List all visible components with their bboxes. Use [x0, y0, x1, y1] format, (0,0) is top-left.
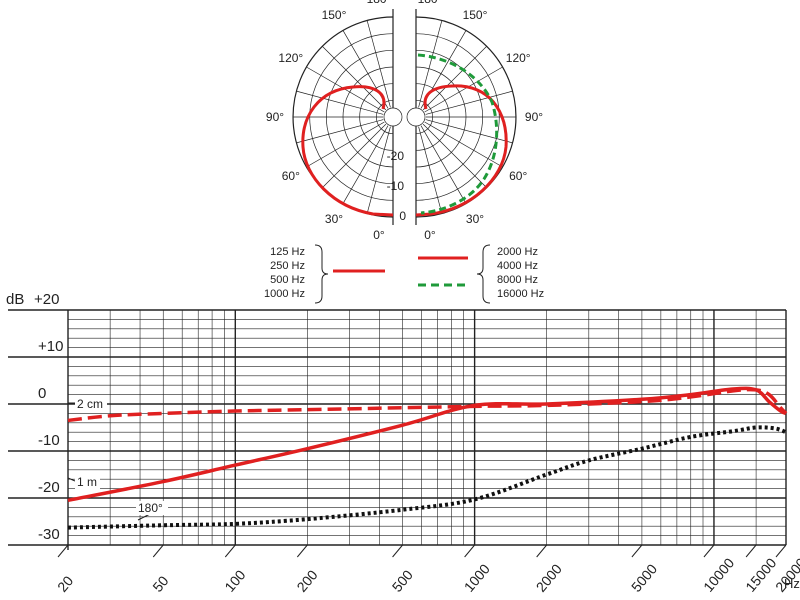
y-axis-unit: dB — [6, 291, 24, 308]
x-tick-label: 15000 — [742, 555, 779, 595]
x-tick-label: 2000 — [533, 561, 565, 595]
x-tick-mark — [296, 544, 308, 558]
x-tick-mark — [536, 544, 548, 558]
polar-angle-label: 60° — [509, 169, 527, 183]
polar-spoke — [422, 46, 487, 111]
legend-freq-500: 500 Hz — [270, 274, 305, 286]
x-tick-mark — [152, 544, 164, 558]
polar-angle-label: 0° — [424, 228, 436, 242]
legend-brace-right — [476, 244, 491, 304]
grid-vertical — [67, 310, 787, 550]
polar-angle-label: 90° — [525, 110, 543, 124]
x-tick-label: 100 — [221, 567, 248, 595]
polar-spoke — [366, 20, 391, 108]
annotation-bg — [136, 501, 168, 515]
polar-angle-label: 180° — [367, 0, 392, 6]
x-tick-mark — [703, 544, 715, 558]
polar-plot-left: 180° 150° 120° 90° 60° 30° 0° — [266, 0, 403, 242]
polar-spoke — [424, 66, 503, 113]
y-tick-label: +10 — [38, 338, 63, 355]
polar-angle-label: 150° — [463, 8, 488, 22]
polar-angle-label: 90° — [266, 110, 284, 124]
polar-spoke — [425, 119, 513, 144]
x-tick-label: 20 — [54, 573, 76, 595]
annotation-label: 2 cm — [77, 397, 103, 411]
polar-center — [383, 107, 403, 127]
x-tick-label: 10000 — [700, 555, 737, 595]
polar-spoke — [322, 46, 387, 111]
x-tick-label: 200 — [293, 567, 320, 595]
polar-spoke — [342, 125, 389, 204]
polar-spoke — [322, 123, 387, 188]
polar-spoke — [418, 126, 443, 214]
legend-freq-250: 250 Hz — [270, 260, 305, 272]
polar-radial-label: 0 — [399, 209, 406, 223]
polar-spoke — [420, 125, 467, 204]
polar-radial-label: -20 — [387, 149, 405, 163]
x-tick-label: 500 — [389, 567, 416, 595]
polar-angle-label: 0° — [373, 228, 385, 242]
x-tick-mark — [224, 544, 236, 558]
annotations: 2 cm 1 m 180° — [67, 397, 168, 521]
x-tick-label: 1000 — [461, 561, 493, 595]
legend-brace-left — [314, 244, 329, 304]
polar-angle-label: 30° — [466, 212, 484, 226]
annotation-bg — [75, 475, 100, 489]
annotation-label: 1 m — [77, 475, 97, 489]
y-tick-label: +20 — [34, 291, 59, 308]
legend-freq-125: 125 Hz — [270, 246, 305, 258]
x-tick-mark — [57, 544, 69, 558]
x-tick-mark — [631, 544, 643, 558]
x-axis-labels: 20 50 100 200 500 1000 2000 5000 10000 1500020000… — [54, 544, 800, 595]
polar-spoke — [418, 20, 443, 108]
y-tick-label: -20 — [38, 479, 60, 496]
grid-horizontal — [8, 309, 786, 546]
polar-angle-label: 120° — [278, 51, 303, 65]
series-line-1m — [67, 386, 787, 503]
y-tick-label: 0 — [38, 385, 46, 402]
x-tick-mark — [464, 544, 476, 558]
y-axis-labels: dB +20 +10 0 -10 -20 -30 — [6, 291, 63, 543]
legend-freq-2000: 2000 Hz — [497, 246, 538, 258]
legend-freq-1000: 1000 Hz — [264, 288, 305, 300]
polar-center — [406, 107, 426, 127]
polar-curve-green — [417, 53, 499, 215]
polar-spoke — [306, 121, 385, 168]
x-axis-unit: Hz — [784, 576, 800, 591]
polar-curve-red — [301, 85, 394, 217]
series-line-2cm — [67, 387, 788, 423]
y-tick-label: -10 — [38, 432, 60, 449]
x-tick-mark — [775, 544, 787, 558]
polar-spoke — [425, 90, 513, 115]
polar-angle-label: 30° — [325, 212, 343, 226]
polar-spoke — [366, 126, 391, 214]
polar-spoke — [424, 121, 503, 168]
frequency-response-chart: dB +20 +10 0 -10 -20 -30 20 50 100 200 500 1000 2000… — [6, 291, 800, 595]
legend-freq-16000: 16000 Hz — [497, 288, 544, 300]
polar-radial-label: -10 — [387, 179, 405, 193]
legend-freq-4000: 4000 Hz — [497, 260, 538, 272]
polar-plot-right: 180° 150° 120° 90° 60° 30° 0° -20 -10 0 — [387, 0, 544, 242]
y-tick-label: -30 — [38, 526, 60, 543]
polar-spoke — [422, 123, 487, 188]
annotation-bg — [75, 397, 107, 411]
polar-angle-label: 120° — [506, 51, 531, 65]
x-tick-mark — [392, 544, 403, 558]
polar-spoke — [296, 90, 384, 115]
series-layer — [67, 386, 788, 530]
legend: 125 Hz 250 Hz 500 Hz 1000 Hz 2000 Hz 400… — [264, 244, 544, 304]
polar-spoke — [296, 119, 384, 144]
polar-angle-label: 150° — [322, 8, 347, 22]
legend-freq-8000: 8000 Hz — [497, 274, 538, 286]
x-tick-label: 50 — [149, 573, 171, 595]
polar-angle-label: 180° — [418, 0, 443, 6]
polar-angle-label: 60° — [282, 169, 300, 183]
annotation-label: 180° — [138, 501, 163, 515]
polar-curve-red — [415, 84, 508, 217]
x-tick-label: 5000 — [628, 561, 660, 595]
annotation-leader — [67, 477, 76, 482]
x-tick-mark — [745, 544, 757, 558]
